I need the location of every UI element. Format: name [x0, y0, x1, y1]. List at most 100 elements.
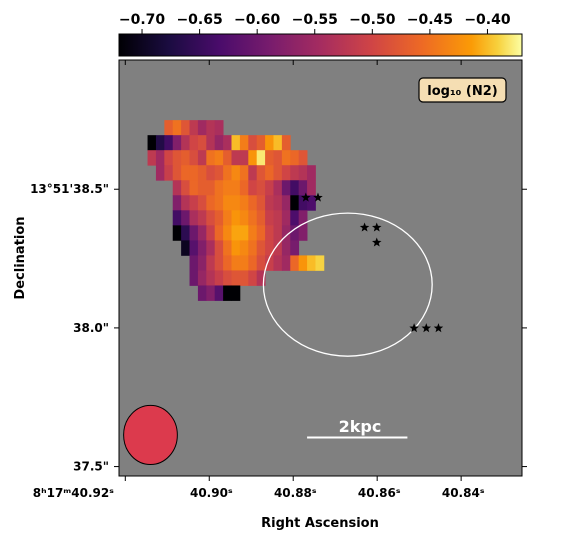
map-pixel — [189, 180, 199, 196]
map-pixel — [231, 195, 241, 211]
pixel-map — [147, 120, 325, 301]
map-pixel — [239, 210, 249, 226]
star-marker — [301, 192, 311, 202]
star-marker — [433, 323, 444, 333]
map-pixel — [273, 135, 283, 151]
map-pixel — [231, 225, 241, 241]
map-pixel — [155, 150, 165, 166]
map-pixel — [172, 210, 182, 226]
map-pixel — [231, 135, 241, 151]
map-pixel — [181, 210, 190, 226]
map-pixel — [256, 135, 266, 151]
map-pixel — [239, 255, 249, 271]
map-pixel — [197, 225, 207, 241]
map-pixel — [172, 135, 182, 151]
map-pixel — [155, 165, 165, 181]
n2-label: log₁₀ (N2) — [427, 84, 497, 99]
colorbar-tick-label: −0.45 — [407, 12, 453, 28]
star-marker — [313, 192, 323, 202]
map-pixel — [265, 165, 274, 181]
map-pixel — [197, 150, 207, 166]
map-pixel — [223, 195, 232, 211]
map-pixel — [298, 180, 308, 196]
map-pixel — [197, 285, 207, 301]
map-pixel — [281, 225, 291, 241]
map-pixel — [181, 240, 190, 256]
map-pixel — [155, 135, 165, 151]
map-pixel — [290, 150, 300, 166]
map-pixel — [231, 270, 241, 286]
map-pixel — [172, 225, 182, 241]
map-pixel — [273, 240, 283, 256]
map-pixel — [197, 135, 207, 151]
map-overlays — [123, 192, 444, 466]
map-pixel — [164, 150, 174, 166]
map-frame — [118, 59, 523, 477]
map-pixel — [239, 135, 249, 151]
map-pixel — [298, 210, 308, 226]
map-pixel — [189, 165, 199, 181]
map-pixel — [181, 120, 190, 136]
colorbar-tick-label: −0.50 — [349, 12, 396, 28]
map-pixel — [281, 165, 291, 181]
map-pixel — [248, 195, 258, 211]
map-pixel — [265, 210, 274, 226]
x-tick-label: 40.88ˢ — [274, 486, 317, 500]
map-pixel — [214, 180, 224, 196]
map-pixel — [273, 225, 283, 241]
map-pixel — [256, 165, 266, 181]
x-tick-label: 40.90ˢ — [190, 486, 233, 500]
y-tick-label: 38.0" — [73, 321, 109, 335]
y-axis-label: Declination — [13, 216, 28, 299]
map-pixel — [181, 195, 190, 211]
map-pixel — [290, 225, 300, 241]
map-pixel — [281, 210, 291, 226]
map-pixel — [273, 210, 283, 226]
map-pixel — [206, 210, 216, 226]
map-pixel — [298, 195, 308, 211]
map-pixel — [223, 210, 232, 226]
map-pixel — [214, 255, 224, 271]
map-pixel — [189, 210, 199, 226]
map-pixel — [172, 120, 182, 136]
map-pixel — [298, 150, 308, 166]
map-pixel — [281, 150, 291, 166]
colorbar: −0.70 −0.65 −0.60 −0.55 −0.50 −0.45 −0.40 — [118, 12, 523, 57]
map-pixel — [214, 210, 224, 226]
map-pixel — [223, 135, 232, 151]
map-pixel — [206, 120, 216, 136]
map-pixel — [231, 165, 241, 181]
map-pixel — [231, 210, 241, 226]
map-pixel — [248, 210, 258, 226]
map-pixel — [265, 240, 274, 256]
map-pixel — [307, 180, 316, 196]
map-pixel — [231, 285, 241, 301]
colorbar-tick-label: −0.70 — [119, 12, 166, 28]
map-pixel — [265, 255, 274, 271]
map-pixel — [197, 195, 207, 211]
star-marker — [372, 222, 382, 232]
map-pixel — [147, 135, 157, 151]
beam-circle — [123, 404, 178, 466]
y-tick-label: 37.5" — [73, 460, 109, 474]
map-pixel — [231, 180, 241, 196]
map-pixel — [256, 195, 266, 211]
map-pixel — [189, 225, 199, 241]
map-pixel — [273, 255, 283, 271]
map-pixel — [197, 240, 207, 256]
map-pixel — [206, 195, 216, 211]
map-pixel — [265, 180, 274, 196]
map-pixel — [189, 195, 199, 211]
map-pixel — [239, 195, 249, 211]
map-pixel — [265, 225, 274, 241]
star-marker — [372, 237, 382, 247]
map-pixel — [206, 240, 216, 256]
map-panel — [118, 59, 523, 477]
x-tick-label: 40.84ˢ — [442, 486, 485, 500]
map-pixel — [197, 165, 207, 181]
map-pixel — [189, 240, 199, 256]
map-pixel — [248, 270, 258, 286]
map-pixel — [189, 270, 199, 286]
map-pixel — [307, 165, 316, 181]
